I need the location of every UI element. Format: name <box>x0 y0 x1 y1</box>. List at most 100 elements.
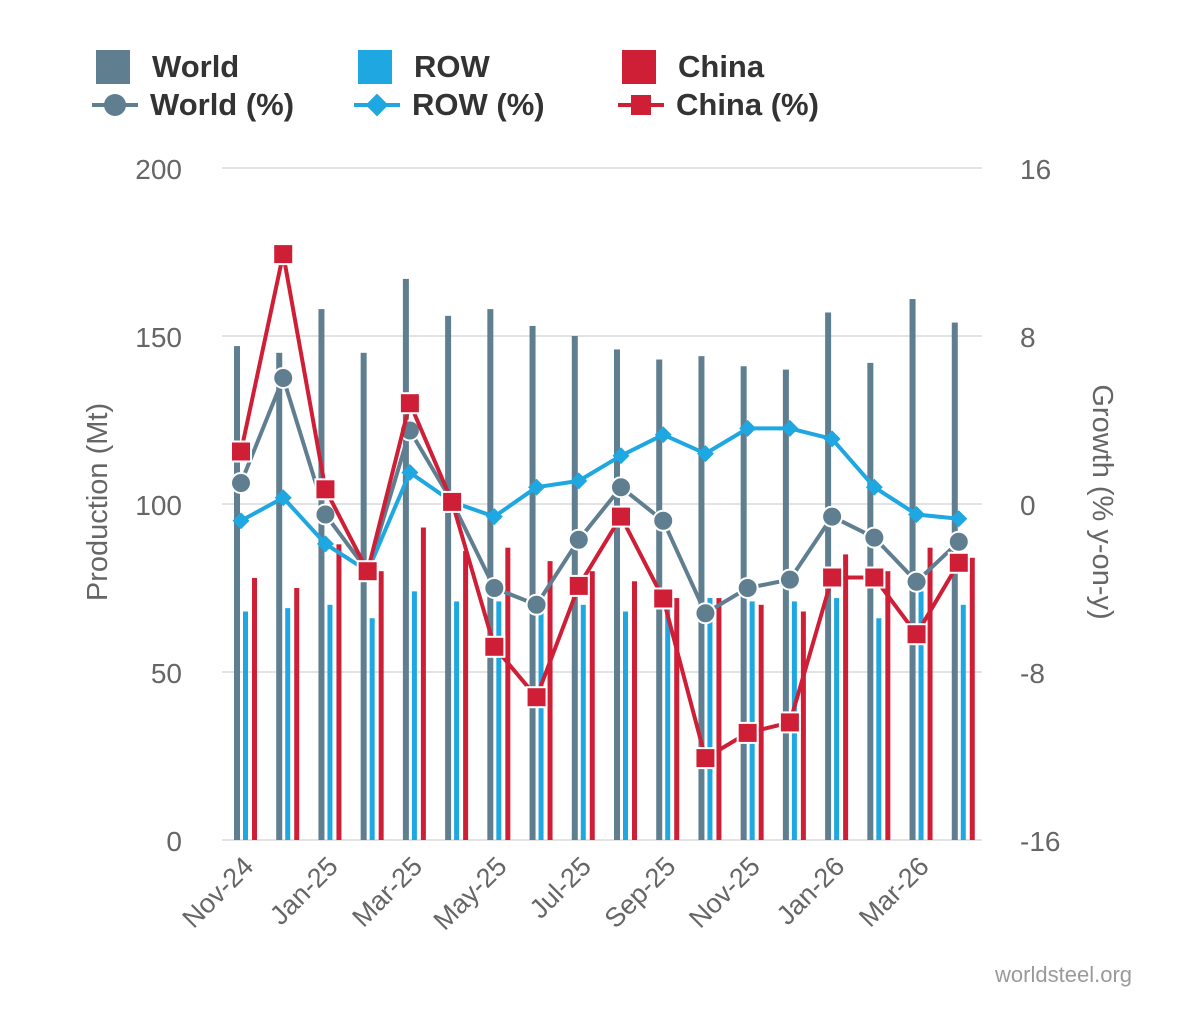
y-left-tick-label: 50 <box>151 658 182 689</box>
point-world <box>567 528 590 551</box>
bar-world <box>909 299 916 840</box>
bar-china <box>505 547 511 840</box>
legend-label-china-pct: China (%) <box>676 87 819 122</box>
line-series <box>230 243 970 770</box>
point-world <box>314 503 337 526</box>
bar-row <box>454 601 460 840</box>
point-china <box>567 574 590 597</box>
bar-row <box>834 598 840 840</box>
legend-item-world-pct[interactable]: World (%) <box>92 86 294 124</box>
bar-china <box>632 581 637 840</box>
bar-china <box>378 571 384 840</box>
point-china <box>905 623 928 646</box>
point-world <box>230 472 252 494</box>
legend-swatch-row <box>358 50 392 84</box>
bar-world <box>782 369 789 840</box>
point-china <box>314 478 337 501</box>
point-world <box>272 367 295 389</box>
point-china <box>398 392 421 415</box>
bar-world <box>276 352 283 840</box>
point-china <box>863 566 886 589</box>
point-row <box>316 535 334 553</box>
bar-china <box>885 571 891 840</box>
bar-world <box>402 278 409 840</box>
point-world <box>863 526 886 549</box>
point-china <box>778 711 801 734</box>
legend-item-row-pct[interactable]: ROW (%) <box>354 86 545 124</box>
point-world <box>821 505 844 528</box>
bar-china <box>758 604 764 840</box>
gridlines <box>222 167 982 841</box>
bar-world <box>234 346 240 840</box>
bar-row <box>665 601 671 840</box>
point-row <box>612 447 630 465</box>
bar-row <box>327 604 333 840</box>
point-china <box>821 566 844 589</box>
legend-item-row[interactable]: ROW <box>358 48 490 86</box>
legend-item-china-pct[interactable]: China (%) <box>618 86 819 124</box>
bar-china <box>716 598 722 840</box>
legend-item-china[interactable]: China <box>622 48 764 86</box>
point-china <box>356 560 379 583</box>
x-tick-label: Nov-24 <box>176 851 259 934</box>
y-left-tick-label: 0 <box>166 826 182 857</box>
point-world <box>694 602 717 625</box>
y-right-tick-label: 0 <box>1020 490 1036 521</box>
bar-world <box>698 356 705 840</box>
bar-row <box>876 618 882 840</box>
legend-line-swatch-china <box>618 88 664 122</box>
point-row <box>570 472 588 490</box>
x-tick-label: Jul-25 <box>524 851 597 924</box>
bar-world <box>867 362 874 840</box>
point-china <box>652 587 675 610</box>
bar-world <box>487 309 494 840</box>
point-row <box>908 506 926 523</box>
y-right-tick-label: 8 <box>1020 322 1036 353</box>
bar-world <box>360 352 367 840</box>
bar-china <box>420 527 426 840</box>
legend-label-world: World <box>152 49 240 84</box>
bar-world <box>445 315 452 841</box>
point-row <box>696 445 714 463</box>
bar-row <box>580 604 586 840</box>
point-row <box>274 489 292 507</box>
y-right-axis-label: Growth (% y-on-y) <box>1086 384 1118 619</box>
bar-row <box>960 604 966 840</box>
point-china <box>610 505 632 528</box>
bar-world <box>951 322 958 840</box>
point-world <box>652 509 675 532</box>
point-world <box>483 577 506 599</box>
legend-label-china: China <box>678 49 765 84</box>
bar-world <box>318 309 325 840</box>
bar-china <box>336 544 342 840</box>
x-tick-label: Mar-26 <box>853 851 935 933</box>
bar-world <box>529 325 536 840</box>
point-china <box>525 686 548 709</box>
point-world <box>610 476 632 499</box>
source-credit[interactable]: worldsteel.org <box>995 962 1132 987</box>
point-row <box>654 426 672 444</box>
point-row <box>528 478 546 496</box>
bar-china <box>927 547 933 840</box>
x-tick-label: Mar-25 <box>346 851 428 933</box>
x-tick-label: May-25 <box>428 851 513 936</box>
point-china <box>694 747 717 770</box>
legend-line-swatch-row <box>354 88 400 122</box>
bar-row <box>285 608 291 840</box>
x-tick-label: Sep-25 <box>599 851 682 934</box>
point-row <box>865 478 883 496</box>
legend-swatch-world <box>96 50 130 84</box>
legend-line-swatch-world <box>92 88 138 122</box>
y-left-tick-label: 150 <box>135 322 182 353</box>
y-left-axis-label: Production (Mt) <box>82 403 114 601</box>
x-tick-label: Jan-26 <box>771 851 851 931</box>
bar-china <box>800 611 806 840</box>
bar-china <box>589 571 595 840</box>
point-china <box>230 440 252 463</box>
bar-row <box>243 611 248 840</box>
y-left-tick-label: 200 <box>135 154 182 185</box>
point-row <box>781 419 799 437</box>
legend-item-world[interactable]: World <box>96 48 239 86</box>
point-world <box>736 577 759 599</box>
